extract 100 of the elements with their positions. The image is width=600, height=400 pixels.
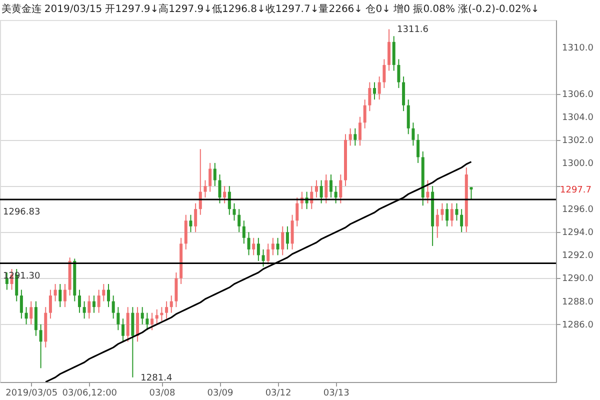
candlestick <box>339 174 342 204</box>
candlestick <box>354 128 357 146</box>
candlestick <box>48 289 52 320</box>
candlestick <box>82 300 86 320</box>
y-tick-label: 1292.0 <box>562 251 594 262</box>
candlestick <box>165 300 168 320</box>
candlestick <box>122 318 125 342</box>
candlestick <box>296 197 299 227</box>
candlestick <box>470 186 473 200</box>
y-tick-label: 1290.0 <box>562 274 594 284</box>
candlestick <box>63 284 66 308</box>
candlestick <box>20 289 23 320</box>
candlestick <box>262 248 265 268</box>
candlestick <box>450 202 454 227</box>
candlestick <box>348 128 352 146</box>
candlestick <box>131 306 134 378</box>
candlestick <box>446 202 449 227</box>
candlestick <box>392 36 396 72</box>
y-tick-label: 1286.0 <box>562 320 594 330</box>
x-tick-label: 2019/03/05 <box>6 388 58 398</box>
candlestick <box>455 202 458 222</box>
candlestick <box>218 174 222 204</box>
candlestick <box>281 226 284 256</box>
candlestick <box>276 237 280 256</box>
candlestick <box>102 284 106 302</box>
candlestick <box>416 134 420 164</box>
candlestick <box>107 284 110 308</box>
candlestick <box>155 308 158 325</box>
candlestick <box>126 306 130 342</box>
annotation: 1311.6 <box>397 25 429 36</box>
ref-line-label: 1296.83 <box>3 208 40 218</box>
candlestick <box>194 202 198 233</box>
candlestick <box>213 162 216 187</box>
candlestick <box>412 122 415 146</box>
candlestick <box>406 99 410 135</box>
y-tick-label: 1304.0 <box>562 112 594 123</box>
candlestick <box>402 76 406 112</box>
candlestick <box>97 289 100 314</box>
y-tick-label: 1302.0 <box>562 136 594 146</box>
candlestick <box>436 208 439 238</box>
candlestick <box>397 58 400 89</box>
x-tick-label: 03/12 <box>265 388 292 398</box>
candlestick <box>320 180 323 204</box>
y-tick-label: 1288.0 <box>562 297 594 308</box>
candlestick <box>170 295 173 314</box>
y-tick-label: 1300.0 <box>562 158 594 169</box>
candlestick <box>460 208 464 233</box>
candlestick <box>363 99 366 129</box>
candlestick <box>324 174 328 204</box>
y-tick-label: 1294.0 <box>562 228 594 238</box>
candlestick <box>116 306 120 331</box>
candlestick <box>112 295 115 320</box>
candlestick <box>232 202 236 222</box>
candlestick <box>242 220 246 244</box>
candlestick <box>382 58 386 89</box>
x-tick-label: 03/06,12:00 <box>62 388 118 398</box>
candlestick <box>146 312 149 331</box>
candlestick <box>252 237 256 256</box>
candlestick <box>54 284 57 302</box>
candlestick <box>34 300 38 336</box>
candlestick <box>368 82 372 112</box>
candlestick <box>334 186 338 204</box>
candlestick <box>24 306 28 325</box>
candlestick <box>30 300 33 325</box>
candlestick <box>208 162 212 192</box>
candlestick <box>238 208 241 233</box>
candlestick <box>266 243 270 265</box>
x-tick-label: 03/08 <box>149 388 176 398</box>
y-tick-label: 1296.0 <box>562 205 594 216</box>
candlestick <box>426 180 430 204</box>
candlestick <box>290 214 294 250</box>
candlestick <box>150 312 154 331</box>
candlestick <box>58 284 62 308</box>
candlestick <box>184 214 188 250</box>
candlestick <box>92 295 96 314</box>
candlestick <box>271 237 274 256</box>
candlestick <box>78 289 81 314</box>
candlestick <box>373 82 376 100</box>
y-tick-label: 1306.0 <box>562 90 594 100</box>
chart-title: 美黄金连 2019/03/15 开1297.9↓高1297.9↓低1296.8↓收1297.7↓量2266↓ 仓0↓ 增0 振0.08% 涨(-0.2)-0.02%↓ <box>1 3 540 15</box>
text: 1297.7 <box>560 185 592 196</box>
candlestick <box>314 180 318 198</box>
candlestick <box>140 306 144 325</box>
y-tick-label: 1310.0 <box>562 44 594 54</box>
candlestick <box>189 214 192 233</box>
candlestick <box>136 306 140 342</box>
candlestick <box>388 28 391 72</box>
x-tick-label: 03/13 <box>323 388 350 398</box>
x-tick-label: 03/09 <box>207 388 234 398</box>
candlestick <box>358 116 362 146</box>
candlestick <box>223 186 226 204</box>
candlestick <box>247 232 250 256</box>
candlestick <box>88 295 91 320</box>
annotation: 1281.4 <box>140 373 172 384</box>
candlestick <box>204 180 207 198</box>
candlestick <box>329 174 332 198</box>
candlestick <box>39 324 42 369</box>
candlestick <box>440 202 444 222</box>
candlestick <box>174 272 178 308</box>
candlestick <box>286 226 289 250</box>
